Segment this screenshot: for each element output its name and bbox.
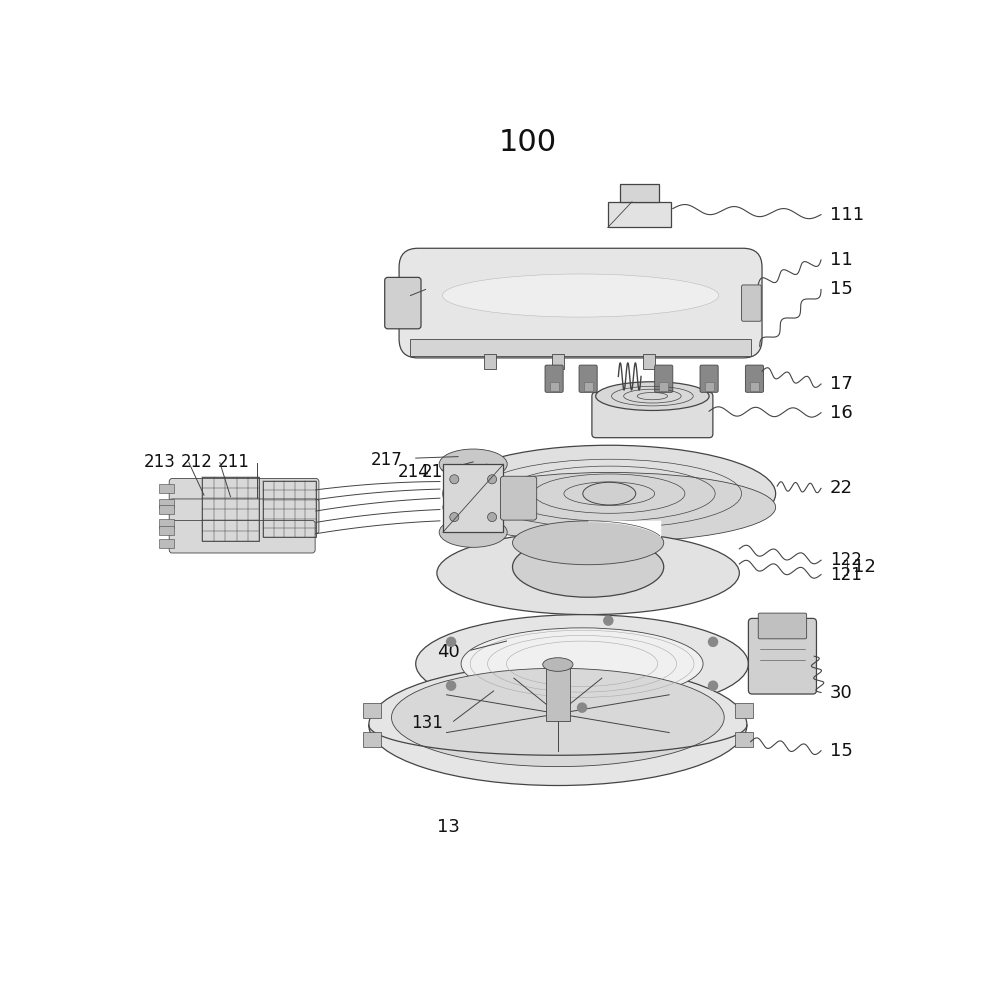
Bar	[202, 477, 259, 541]
Bar	[363, 703, 381, 718]
Ellipse shape	[596, 382, 709, 410]
FancyBboxPatch shape	[169, 499, 319, 534]
Ellipse shape	[369, 665, 747, 786]
Circle shape	[447, 682, 456, 690]
Circle shape	[488, 513, 497, 521]
Text: 15: 15	[830, 281, 853, 299]
Bar	[620, 184, 659, 201]
Bar	[159, 505, 174, 514]
FancyBboxPatch shape	[443, 464, 503, 532]
FancyBboxPatch shape	[584, 382, 593, 391]
Ellipse shape	[392, 669, 724, 767]
Text: 11: 11	[830, 251, 853, 269]
Text: 12: 12	[853, 558, 876, 576]
Bar	[363, 733, 381, 747]
Text: 216: 216	[447, 463, 478, 481]
Ellipse shape	[439, 518, 507, 547]
Circle shape	[450, 513, 459, 521]
Text: 111: 111	[830, 205, 864, 224]
Ellipse shape	[543, 658, 573, 672]
Bar	[620, 184, 659, 201]
FancyBboxPatch shape	[169, 478, 319, 514]
Circle shape	[604, 616, 613, 626]
Ellipse shape	[512, 537, 664, 597]
FancyBboxPatch shape	[750, 382, 759, 391]
Text: 213: 213	[144, 453, 176, 471]
Ellipse shape	[442, 274, 719, 317]
Text: 30: 30	[830, 683, 853, 701]
FancyBboxPatch shape	[410, 339, 751, 355]
Text: 100: 100	[499, 129, 557, 157]
Bar	[159, 499, 174, 508]
FancyBboxPatch shape	[579, 365, 597, 393]
Text: 121: 121	[830, 566, 862, 583]
Text: 15: 15	[830, 741, 853, 760]
Text: 40: 40	[437, 642, 460, 661]
Text: 217: 217	[371, 451, 403, 468]
Circle shape	[450, 474, 459, 484]
Text: 122: 122	[830, 551, 862, 570]
FancyBboxPatch shape	[659, 382, 668, 391]
Ellipse shape	[437, 531, 739, 615]
Bar	[263, 481, 316, 537]
Text: 212: 212	[180, 453, 212, 471]
FancyBboxPatch shape	[545, 365, 563, 393]
Ellipse shape	[443, 472, 776, 542]
FancyBboxPatch shape	[550, 382, 559, 391]
Ellipse shape	[583, 482, 636, 505]
FancyBboxPatch shape	[758, 613, 807, 639]
Circle shape	[708, 637, 718, 646]
Bar	[159, 525, 174, 534]
Text: 22: 22	[830, 479, 853, 497]
Bar	[159, 518, 174, 528]
Circle shape	[447, 637, 456, 646]
FancyBboxPatch shape	[592, 393, 713, 438]
Circle shape	[708, 682, 718, 690]
Bar	[546, 665, 570, 721]
Ellipse shape	[416, 615, 748, 713]
FancyBboxPatch shape	[655, 365, 673, 393]
Ellipse shape	[461, 627, 703, 700]
FancyBboxPatch shape	[169, 520, 315, 553]
Bar	[643, 355, 655, 369]
Bar	[735, 703, 753, 718]
Circle shape	[578, 703, 587, 712]
FancyBboxPatch shape	[748, 619, 816, 694]
FancyBboxPatch shape	[700, 365, 718, 393]
FancyBboxPatch shape	[399, 248, 762, 357]
Text: 13: 13	[437, 818, 460, 836]
Text: 131: 131	[411, 714, 443, 732]
FancyBboxPatch shape	[742, 285, 761, 321]
FancyBboxPatch shape	[705, 382, 714, 391]
FancyBboxPatch shape	[745, 365, 764, 393]
Ellipse shape	[439, 449, 507, 479]
Bar	[552, 355, 564, 369]
Text: 211: 211	[217, 453, 249, 471]
Bar	[159, 539, 174, 548]
FancyBboxPatch shape	[500, 476, 537, 520]
Text: 17: 17	[830, 375, 853, 393]
Circle shape	[488, 474, 497, 484]
Text: 215: 215	[422, 463, 454, 481]
Text: 14: 14	[390, 283, 413, 300]
FancyBboxPatch shape	[385, 277, 421, 329]
Text: 214: 214	[398, 463, 429, 481]
Ellipse shape	[512, 520, 664, 565]
Bar	[735, 733, 753, 747]
Text: 16: 16	[830, 404, 853, 421]
Bar	[159, 484, 174, 493]
Bar	[484, 355, 496, 369]
Ellipse shape	[443, 445, 776, 542]
FancyBboxPatch shape	[608, 201, 671, 228]
